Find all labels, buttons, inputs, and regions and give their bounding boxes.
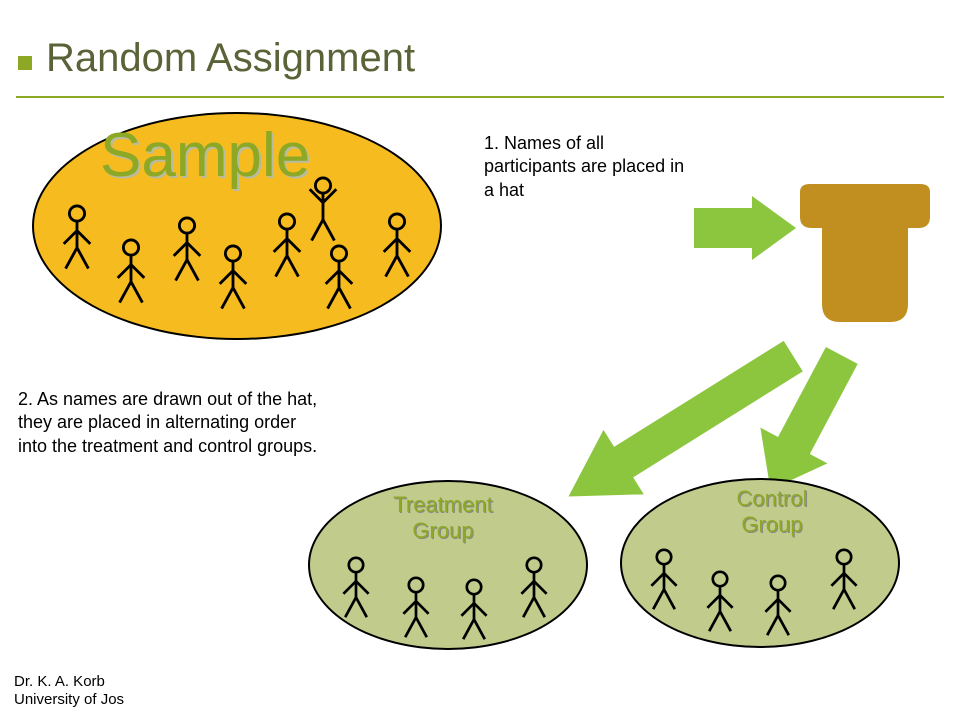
control-label: Control Group bbox=[712, 486, 832, 539]
step2-text: 2. As names are drawn out of the hat, th… bbox=[18, 388, 324, 458]
sample-figure bbox=[58, 204, 96, 277]
step1-text: 1. Names of all participants are placed … bbox=[484, 132, 694, 202]
arrow-sample-to-hat bbox=[694, 196, 796, 260]
sample-figure bbox=[320, 244, 358, 317]
control-figure bbox=[826, 548, 862, 617]
sample-figure bbox=[168, 216, 206, 289]
treatment-figure bbox=[456, 578, 492, 647]
control-figure bbox=[760, 574, 796, 643]
control-figure bbox=[646, 548, 682, 617]
sample-figure bbox=[112, 238, 150, 311]
hat-icon bbox=[790, 182, 940, 332]
footer-credit: Dr. K. A. Korb University of Jos bbox=[14, 673, 124, 711]
title-divider bbox=[16, 96, 944, 98]
treatment-figure bbox=[398, 576, 434, 645]
treatment-figure bbox=[338, 556, 374, 625]
treatment-label: Treatment Group bbox=[368, 492, 518, 545]
footer-affiliation: University of Jos bbox=[14, 691, 124, 710]
sample-figure bbox=[378, 212, 416, 285]
footer-author: Dr. K. A. Korb bbox=[14, 673, 124, 692]
sample-figure bbox=[304, 176, 342, 249]
sample-figure bbox=[268, 212, 306, 285]
sample-label: Sample bbox=[100, 120, 310, 191]
treatment-figure bbox=[516, 556, 552, 625]
title-bullet bbox=[18, 56, 32, 70]
sample-figure bbox=[214, 244, 252, 317]
control-figure bbox=[702, 570, 738, 639]
arrow-hat-to-control bbox=[744, 342, 872, 496]
slide-title: Random Assignment bbox=[46, 36, 415, 81]
